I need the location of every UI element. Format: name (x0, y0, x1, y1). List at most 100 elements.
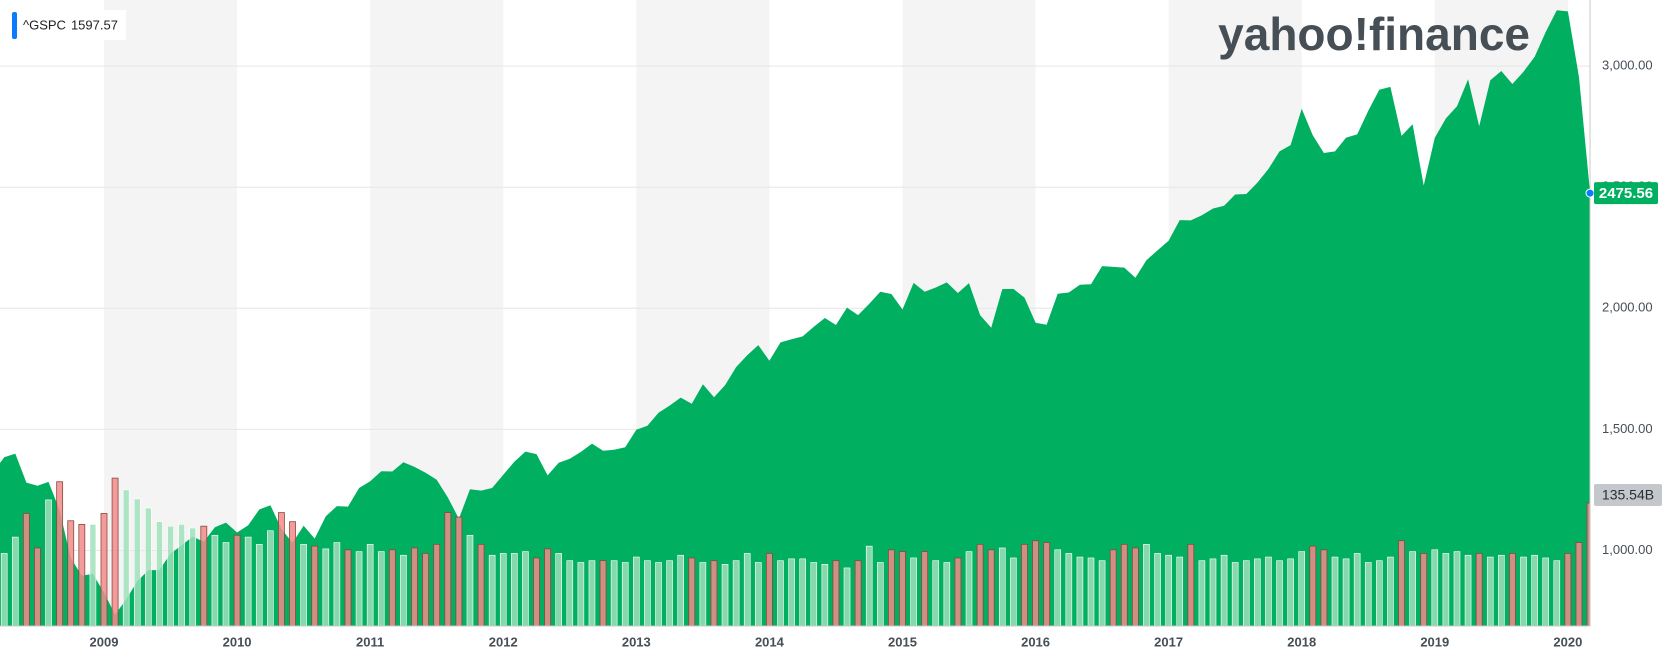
watermark: yahoo!finance (1218, 8, 1530, 60)
volume-bar (488, 554, 496, 626)
volume-bar (533, 557, 540, 626)
volume-bar (721, 564, 729, 626)
volume-bar (422, 553, 430, 626)
volume-bar (1087, 557, 1095, 626)
volume-bar (1475, 553, 1483, 626)
volume-bar (1054, 549, 1062, 626)
volume-bar (267, 530, 274, 626)
volume-bar (1398, 540, 1405, 626)
volume-bar (1464, 554, 1472, 626)
x-tick-label: 2012 (489, 634, 518, 649)
volume-bar (1098, 560, 1106, 626)
volume-bar (1387, 556, 1394, 626)
x-tick-label: 2013 (622, 634, 651, 649)
volume-tag (1594, 484, 1662, 507)
volume-bar (1176, 556, 1184, 626)
volume-bar (1265, 556, 1272, 626)
volume-bar (22, 513, 30, 626)
volume-bar (11, 536, 19, 626)
volume-bar (621, 562, 629, 626)
volume-bar (1564, 553, 1572, 626)
volume-bar (644, 560, 651, 626)
volume-bar (433, 543, 441, 626)
volume-bar (987, 549, 995, 626)
volume-bar (743, 553, 751, 626)
volume-bar (1320, 549, 1328, 626)
volume-bar (688, 557, 696, 626)
volume-bar (954, 557, 962, 626)
x-tick-label: 2018 (1287, 634, 1316, 649)
x-tick-label: 2010 (223, 634, 252, 649)
volume-bar (156, 521, 163, 626)
volume-bar (145, 507, 152, 626)
volume-bar (1431, 549, 1439, 626)
volume-bar (943, 562, 951, 626)
plot (0, 10, 1590, 626)
price-area (0, 10, 1590, 626)
volume-bar (400, 554, 407, 626)
volume-bar (1553, 560, 1561, 626)
volume-bar (1486, 556, 1494, 626)
volume-label: 135.54B (1602, 487, 1654, 503)
volume-bar (1065, 553, 1073, 626)
volume-bar (322, 548, 330, 626)
volume-bar (998, 547, 1006, 626)
volume-bar (466, 534, 474, 626)
volume-bar (887, 549, 895, 626)
volume-bar (111, 477, 119, 626)
volume-bar (588, 560, 596, 626)
volume-bar (1542, 557, 1549, 626)
y-tick-label: 2,000.00 (1602, 300, 1653, 315)
volume-bar (189, 527, 197, 626)
volume-bar (511, 553, 518, 626)
x-tick-label: 2009 (90, 634, 119, 649)
volume-bar (1309, 545, 1317, 626)
volume-bar (766, 553, 773, 626)
volume-bar (699, 562, 707, 626)
volume-bar (377, 551, 385, 626)
volume-bar (289, 521, 296, 626)
volume-bar (1010, 557, 1017, 626)
volume-bar (810, 562, 818, 626)
volume-bar (1287, 558, 1294, 626)
volume-bar (1509, 553, 1516, 626)
volume-bar (1131, 547, 1139, 626)
volume-bar (1254, 558, 1261, 626)
volume-bar (710, 560, 718, 626)
volume-bar (666, 560, 673, 626)
volume-bar (56, 481, 64, 626)
volume-bar (499, 553, 507, 626)
volume-bar (555, 553, 562, 626)
volume-bar (122, 489, 130, 626)
volume-bar (677, 554, 684, 626)
volume-bar (278, 512, 285, 626)
volume-bar (1498, 554, 1505, 626)
volume-bar (1154, 553, 1161, 626)
x-tick-label: 2019 (1420, 634, 1449, 649)
volume-bar (178, 524, 185, 626)
volume-bar (1298, 551, 1306, 626)
y-tick-label: 1,000.00 (1602, 542, 1653, 557)
volume-bar (34, 547, 41, 626)
volume-bar (1520, 556, 1527, 626)
volume-bar (965, 551, 973, 626)
x-tick-label: 2011 (356, 634, 384, 649)
volume-bar (1109, 549, 1117, 626)
volume-bar (832, 560, 840, 626)
volume-bar (211, 534, 219, 626)
x-tick-label: 2017 (1154, 634, 1183, 649)
volume-bar (577, 562, 585, 626)
volume-bar (876, 562, 884, 626)
volume-bar (1231, 562, 1239, 626)
x-tick-label: 2015 (888, 634, 917, 649)
volume-bar (67, 520, 75, 626)
volume-bar (799, 558, 806, 626)
volume-bar (1364, 562, 1372, 626)
volume-bar (366, 544, 374, 626)
volume-bar (233, 534, 241, 626)
last-price-label: 2475.56 (1599, 185, 1653, 202)
last-price-tag (1594, 182, 1658, 205)
volume-bar (854, 560, 862, 626)
y-tick-label: 3,000.00 (1602, 58, 1653, 73)
volume-bar (333, 542, 341, 626)
